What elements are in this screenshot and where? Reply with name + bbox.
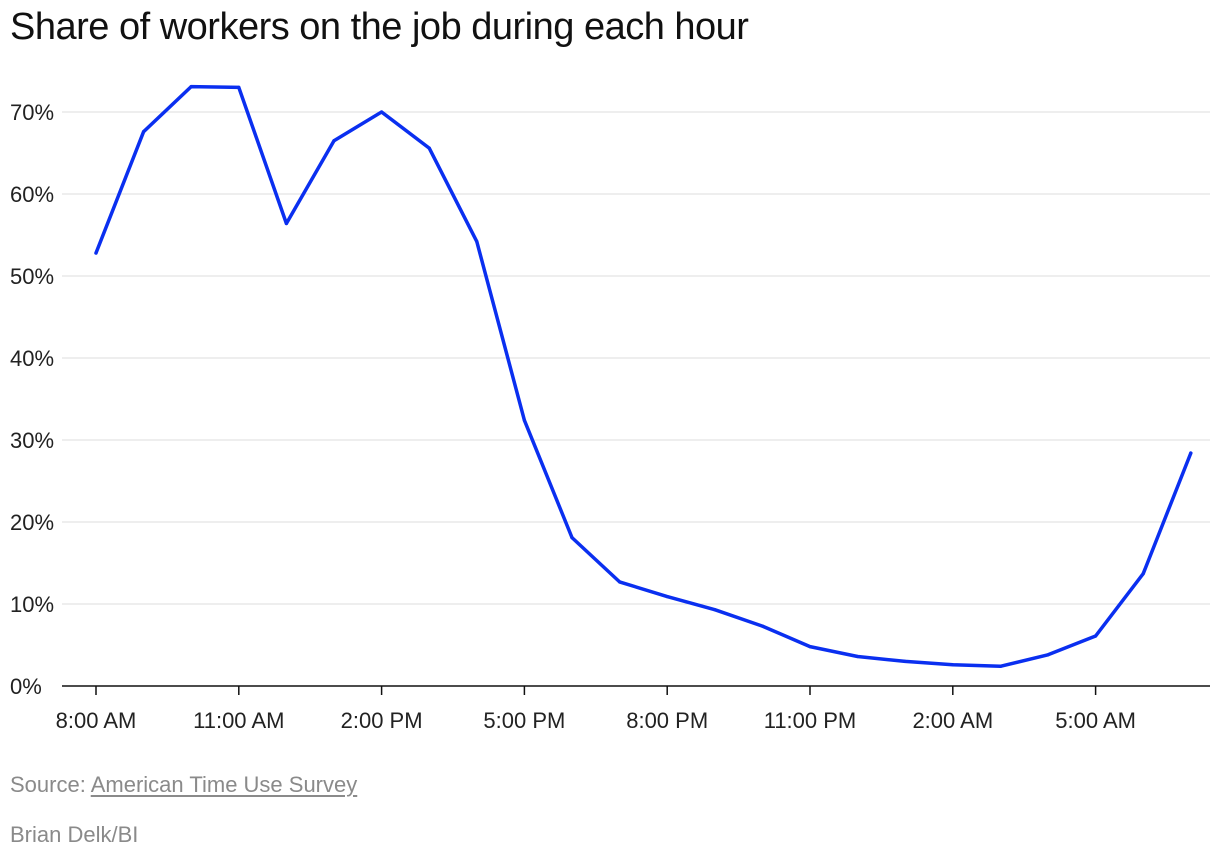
x-axis-ticks [95,686,1097,695]
data-point [570,535,574,540]
line-chart: 0% 10% 20% 30% 40% 50% 60% 70% 8:00 AM 11:00 AM 2… [10,84,1210,733]
data-point [522,418,527,422]
y-tick-label: 20% [10,510,54,535]
y-tick-label: 60% [10,182,54,207]
source-link[interactable]: American Time Use Survey [90,772,358,797]
x-tick-label: 8:00 AM [56,708,137,733]
data-point [284,221,288,226]
data-point [808,645,812,649]
y-axis-labels: 0% 10% 20% 30% 40% 50% 60% 70% [10,100,54,699]
y-tick-label: 0% [10,674,42,699]
data-point [665,595,669,599]
y-tick-label: 10% [10,592,54,617]
x-tick-label: 11:00 PM [764,708,857,733]
data-point [189,84,193,89]
x-axis-labels: 8:00 AM 11:00 AM 2:00 PM 5:00 PM 8:00 PM 11:0… [56,708,1136,733]
y-tick-label: 30% [10,428,54,453]
source-note: Source: American Time Use Survey [10,772,357,798]
data-point [427,146,431,150]
x-tick-label: 5:00 AM [1055,708,1136,733]
y-tick-label: 70% [10,100,54,125]
data-point [713,608,717,612]
data-point [237,85,241,89]
data-point [856,654,860,659]
data-points [94,84,1193,668]
series-line [94,84,1193,669]
x-tick-label: 11:00 AM [193,708,284,733]
data-point [1189,451,1193,455]
data-point [951,663,955,667]
source-prefix: Source: [10,772,91,797]
data-point [618,580,622,584]
credit-line: Brian Delk/BI [10,822,139,847]
x-tick-label: 2:00 AM [912,708,993,733]
data-point [903,659,907,664]
x-tick-label: 8:00 PM [626,708,708,733]
data-point [142,130,146,134]
data-point [332,139,336,143]
data-point [380,110,384,114]
x-tick-label: 2:00 PM [341,708,423,733]
y-tick-label: 40% [10,346,54,371]
x-tick-label: 5:00 PM [483,708,565,733]
chart-title: Share of workers on the job during each … [10,6,749,48]
data-point [1046,653,1050,657]
data-point [998,664,1003,668]
data-point [1094,634,1098,638]
data-point [1141,572,1145,576]
data-point [475,239,479,244]
y-tick-label: 50% [10,264,54,289]
gridlines [62,111,1210,605]
data-point [760,624,765,628]
data-point [94,251,98,255]
